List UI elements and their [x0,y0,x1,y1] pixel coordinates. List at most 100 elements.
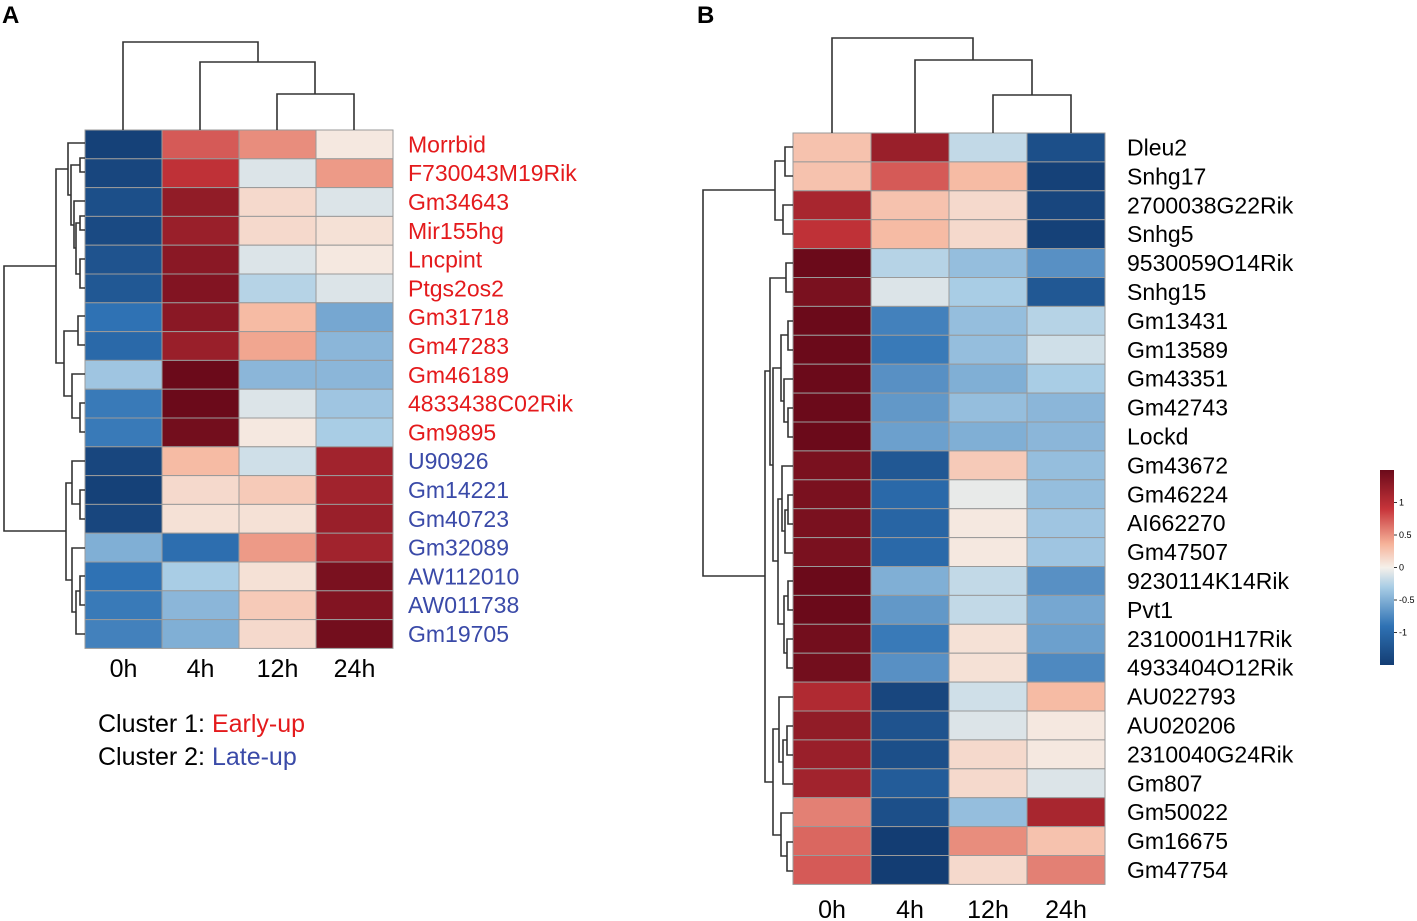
heatmap-a-row-label: Gm40723 [408,506,509,532]
heatmap-b-row-label: Gm42743 [1127,395,1228,421]
legend-cluster-2-prefix: Cluster 2: [98,743,212,771]
legend-cluster-1-label: Early-up [212,710,305,738]
heatmap-b-cell-r18-c0 [792,652,872,683]
heatmap-a-cell-r13-c0 [84,503,163,534]
color-scale-tick-label: 0.5 [1399,530,1412,540]
heatmap-b-cell-r25-c1 [870,855,950,885]
heatmap-b-cell-r13-c0 [792,508,872,539]
heatmap-a-cell-r0-c1 [161,129,240,160]
heatmap-a-cell-r12-c0 [84,475,163,505]
heatmap-b-cell-r14-c3 [1026,537,1106,567]
heatmap-b-cell-r10-c1 [870,421,950,452]
heatmap-b-cell-r4-c0 [792,248,872,279]
heatmap-b-cell-r17-c3 [1026,623,1106,654]
heatmap-b-row-labels: Dleu2 Snhg17 2700038G22Rik Snhg5 9530059O14R… [1127,134,1294,883]
heatmap-b-cell-r6-c2 [948,305,1028,336]
heatmap-b-row-label: Dleu2 [1127,134,1187,160]
heatmap-a-cell-r12-c1 [161,475,240,505]
heatmap-a-row-label: F730043M19Rik [408,160,577,186]
heatmap-b-cell-r13-c2 [948,508,1028,539]
heatmap-b-cell-r16-c3 [1026,594,1106,625]
heatmap-b-cell-r3-c0 [792,219,872,250]
color-scale-ticks: 1 0.5 0 -0.5 -1 [1394,498,1415,638]
heatmap-b-row-label: Lockd [1127,423,1188,449]
heatmap-b-cell-r6-c3 [1026,305,1106,336]
heatmap-a-cell-r5-c1 [161,273,240,304]
heatmap-b-cell-r16-c1 [870,594,950,625]
heatmap-a-row-dendrogram [3,142,85,635]
heatmap-a-cell-r0-c2 [238,129,317,160]
heatmap-a-cell-r13-c1 [161,503,240,534]
heatmap-a-cell-r8-c3 [315,359,394,390]
heatmap-b-row-label: Gm13589 [1127,337,1228,363]
heatmap-b-cell-r14-c0 [792,537,872,567]
heatmap-b-row-label: Gm43672 [1127,452,1228,478]
heatmap-a-cell-r3-c3 [315,215,394,246]
legend-cluster-2: Cluster 2: Late-up [98,743,297,771]
heatmap-b-cell-r14-c2 [948,537,1028,567]
legend-cluster-1: Cluster 1: Early-up [98,710,305,738]
heatmap-a-row-label: Ptgs2os2 [408,275,504,301]
heatmap-a-row-label: U90926 [408,448,489,474]
panel-b-letter: B [697,2,714,29]
heatmap-a-cell-r16-c1 [161,590,240,621]
heatmap-b-row-label: Gm43351 [1127,366,1228,392]
heatmap-a-cell-r14-c1 [161,532,240,563]
heatmap-a-cell-r10-c2 [238,417,317,448]
heatmap-b-cell-r8-c2 [948,363,1028,394]
heatmap-a-cell-r16-c2 [238,590,317,621]
heatmap-a-cell-r4-c1 [161,244,240,275]
heatmap-a-cell-r9-c2 [238,388,317,419]
heatmap-a-row-labels: Morrbid F730043M19Rik Gm34643 Mir155hg Lncpi… [408,131,577,647]
heatmap-a-row-label: Morrbid [408,131,486,157]
cluster-legend: Cluster 1: Early-up Cluster 2: Late-up [98,710,305,771]
heatmap-a-cell-r8-c2 [238,359,317,390]
heatmap-b-cell-r21-c0 [792,739,872,770]
heatmap-a-cell-r17-c1 [161,619,240,649]
heatmap-b-cell-r15-c1 [870,566,950,596]
heatmap-b-cell-r19-c1 [870,681,950,712]
heatmap-a-cell-r6-c0 [84,302,163,333]
heatmap-a-cell-r14-c2 [238,532,317,563]
heatmap-b-cell-r24-c3 [1026,826,1106,856]
heatmap-a-row-label: Lncpint [408,247,483,273]
heatmap-b-cell-r24-c1 [870,826,950,856]
heatmap-b-cell-r21-c2 [948,739,1028,770]
heatmap-a-column-label: 24h [334,655,376,683]
heatmap-b-row-label: AU020206 [1127,712,1236,738]
heatmap-b-cell-r18-c2 [948,652,1028,683]
heatmap-b-row-label: Snhg17 [1127,163,1206,189]
heatmap-b-cell-r3-c2 [948,219,1028,250]
heatmap-b-cell-r20-c2 [948,710,1028,741]
heatmap-b-cell-r5-c3 [1026,277,1106,307]
heatmap-a-row-label: Gm34643 [408,189,509,215]
heatmap-b-cell-r9-c2 [948,392,1028,423]
heatmap-b-cell-r20-c1 [870,710,950,741]
heatmap-a-column-label: 12h [257,655,299,683]
heatmap-a-cell-r14-c0 [84,532,163,563]
heatmap-a-cell-r3-c1 [161,215,240,246]
heatmap-b-cell-r5-c0 [792,277,872,307]
heatmap-b-cell-r6-c0 [792,305,872,336]
heatmap-b-cell-r24-c2 [948,826,1028,856]
color-scale-tick-label: -1 [1399,628,1407,638]
heatmap-a-cell-r15-c0 [84,561,163,592]
heatmap-a-cell-r13-c2 [238,503,317,534]
heatmap-a-column-label: 0h [110,655,138,683]
heatmap-b-cell-r22-c0 [792,768,872,799]
heatmap-a-cell-r12-c3 [315,475,394,505]
heatmap-b-row-label: Pvt1 [1127,597,1173,623]
heatmap-a-column-dendrogram [122,41,355,130]
color-scale: 1 0.5 0 -0.5 -1 [1380,470,1415,665]
heatmap-b-cell-r14-c1 [870,537,950,567]
heatmap-a-cell-r5-c3 [315,273,394,304]
heatmap-a-cell-r4-c3 [315,244,394,275]
heatmap-b-row-label: Snhg15 [1127,279,1206,305]
heatmap-a-cell-r0-c0 [84,129,163,160]
color-scale-tick-label: 1 [1399,498,1404,508]
heatmap-a-cell-r9-c0 [84,388,163,419]
heatmap-a-cells [84,129,394,649]
heatmap-b-cell-r1-c0 [792,161,872,192]
heatmap-b-cell-r23-c2 [948,797,1028,828]
